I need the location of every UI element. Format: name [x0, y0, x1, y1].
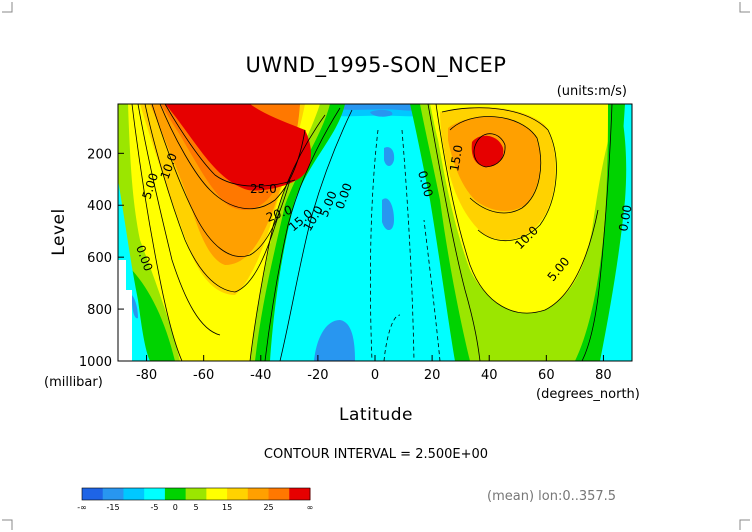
colorbar-frame	[81, 487, 311, 501]
contour-lines	[131, 104, 613, 361]
colorbar-label: 5	[193, 503, 198, 512]
x-axis: -80 -60 -40 -20 0 20 40 60 80	[136, 355, 612, 383]
colorbar-swatch	[289, 488, 311, 500]
colorbar-label: -15	[107, 503, 120, 512]
colorbar-swatch	[144, 488, 166, 500]
contour-label: 25.0	[250, 182, 277, 196]
blob-blue-2	[382, 198, 394, 231]
plot-field	[118, 104, 632, 361]
blob-blue-1	[384, 147, 395, 166]
y-tick-label: 400	[87, 199, 112, 214]
x-unit-label: (degrees_north)	[536, 387, 640, 402]
colorbar-label: -5	[151, 503, 159, 512]
sh-white-notch	[118, 260, 132, 361]
colorbar-label: 15	[222, 503, 232, 512]
contour-label: 0.00	[616, 204, 634, 233]
x-axis-label: Latitude	[339, 405, 413, 425]
chart-title: UWND_1995-SON_NCEP	[246, 53, 507, 78]
x-tick-label: -60	[193, 368, 214, 383]
x-tick-label: 80	[595, 368, 612, 383]
colorbar-label: 0	[173, 503, 178, 512]
colorbar-swatch	[247, 488, 270, 500]
sh-red	[165, 104, 312, 191]
colorbar-swatch	[82, 488, 104, 500]
colorbar-label: -∞	[77, 503, 87, 512]
sh-blue-edge	[132, 295, 138, 319]
y-tick-label: 200	[87, 147, 112, 162]
nh-red	[471, 135, 504, 167]
colorbar: -∞ -15 -5 0 5 15 25 ∞	[77, 487, 314, 512]
nh-cyan-edge	[600, 104, 632, 361]
x-tick-label: -40	[250, 368, 271, 383]
colorbar-swatch	[123, 488, 145, 500]
colorbar-swatch	[227, 488, 249, 500]
nh-green-edge	[575, 104, 625, 361]
colorbar-swatch	[268, 488, 290, 500]
contour-label: 15.0	[447, 144, 465, 173]
y-tick-label: 600	[87, 251, 112, 266]
y-axis-label: Level	[49, 208, 69, 255]
x-tick-label: 40	[481, 368, 498, 383]
contour-interval-text: CONTOUR INTERVAL = 2.500E+00	[264, 447, 488, 462]
colorbar-label: 25	[263, 503, 273, 512]
x-tick-label: 20	[424, 368, 441, 383]
x-tick-label: 0	[371, 368, 379, 383]
y-tick-label: 800	[87, 303, 112, 318]
y-axis: 200 400 600 800 1000	[79, 147, 124, 370]
colorbar-swatch	[102, 488, 124, 500]
y-unit-label: (millibar)	[44, 375, 103, 390]
colorbar-swatch	[206, 488, 228, 500]
contour-label: 0.00	[415, 169, 435, 198]
y-tick-label: 1000	[79, 355, 112, 370]
x-tick-label: 60	[538, 368, 555, 383]
colorbar-swatch	[164, 488, 187, 500]
x-tick-label: -20	[307, 368, 328, 383]
x-tick-label: -80	[136, 368, 157, 383]
blob-blue-4	[370, 109, 393, 117]
units-label: (units:m/s)	[557, 84, 627, 99]
colorbar-label: ∞	[307, 503, 314, 512]
blob-blue-3	[314, 320, 355, 361]
footnote: (mean) lon:0..357.5	[487, 489, 616, 504]
colorbar-swatch	[185, 488, 207, 500]
